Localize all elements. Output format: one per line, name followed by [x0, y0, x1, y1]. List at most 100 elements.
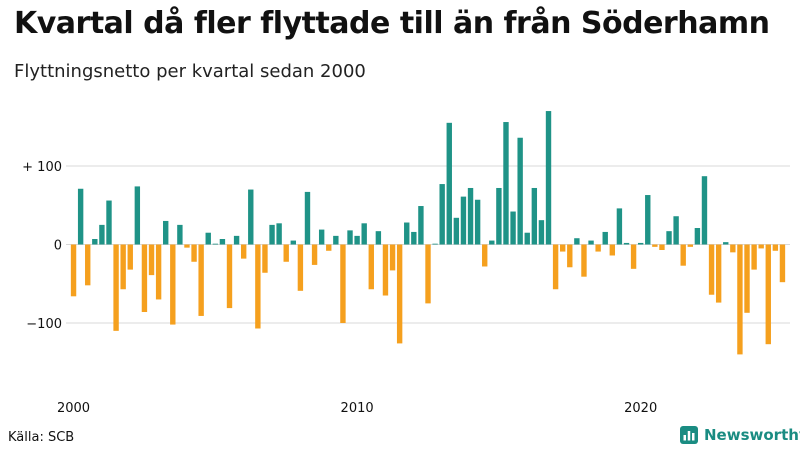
bar-2021Q3 [680, 244, 686, 266]
bar-2016Q2 [531, 187, 538, 245]
bar-2006Q1 [240, 244, 247, 259]
bar-2024Q1 [751, 244, 757, 270]
newsworthy-logo: Newsworthy [680, 426, 800, 444]
bar-2016Q3 [538, 220, 545, 245]
bar-2006Q2 [248, 189, 254, 245]
bar-2008Q3 [311, 244, 318, 265]
bar-2023Q1 [723, 242, 729, 245]
bar-2024Q3 [765, 244, 771, 345]
bar-2019Q3 [623, 242, 630, 245]
bar-2008Q1 [297, 244, 304, 291]
bar-2018Q4 [602, 231, 608, 245]
bar-2021Q2 [673, 216, 679, 245]
bar-2010Q2 [361, 223, 367, 245]
bar-2004Q1 [184, 244, 190, 248]
bar-2019Q2 [616, 208, 623, 245]
bar-2014Q3 [482, 244, 488, 267]
y-tick-label: 0 [54, 239, 62, 254]
bar-2003Q1 [155, 244, 162, 300]
source-note: Källa: SCB [8, 430, 75, 445]
bar-2023Q4 [744, 244, 750, 313]
bar-2005Q2 [219, 239, 226, 245]
y-axis-ticks: + 100 0 −100 [22, 160, 62, 332]
bar-chart-logo-icon [680, 426, 698, 444]
bar-2002Q2 [134, 186, 141, 245]
bar-2013Q2 [446, 122, 452, 245]
bar-2006Q4 [262, 244, 268, 273]
bar-2013Q3 [453, 217, 460, 245]
bar-2012Q2 [418, 206, 424, 245]
bar-2018Q2 [588, 240, 594, 245]
bar-2015Q4 [517, 137, 523, 245]
bar-2023Q3 [737, 244, 743, 355]
bar-2022Q2 [701, 176, 708, 245]
x-tick-label: 2010 [341, 401, 374, 416]
bar-2011Q2 [389, 244, 396, 271]
x-axis-ticks: 2000 2010 2020 [57, 401, 657, 416]
x-tick-label: 2020 [624, 401, 657, 416]
bar-2020Q2 [645, 195, 651, 245]
bar-2008Q2 [304, 191, 311, 245]
bar-2007Q2 [276, 223, 282, 245]
bar-2005Q1 [212, 243, 219, 245]
bar-2009Q3 [340, 244, 346, 323]
bar-2002Q4 [148, 244, 155, 276]
bar-2005Q3 [226, 244, 233, 309]
bar-2005Q4 [233, 235, 240, 245]
bar-2007Q4 [290, 240, 296, 245]
bar-2001Q2 [106, 200, 112, 245]
bar-2001Q1 [99, 224, 105, 245]
bar-2015Q3 [510, 211, 516, 245]
bar-2017Q1 [552, 244, 559, 290]
bar-2013Q1 [439, 184, 445, 245]
bar-2020Q3 [652, 244, 658, 247]
bar-2014Q4 [489, 240, 495, 245]
bar-2009Q4 [347, 230, 353, 245]
bar-2011Q4 [404, 222, 410, 245]
bar-2025Q1 [779, 244, 786, 283]
bar-2010Q4 [375, 231, 382, 245]
bar-2022Q4 [715, 244, 722, 303]
bar-2016Q4 [545, 111, 552, 245]
bar-2015Q1 [496, 187, 502, 245]
bar-2013Q4 [460, 196, 467, 245]
bar-2012Q4 [432, 243, 438, 245]
bar-2009Q1 [326, 244, 332, 251]
bar-2000Q1 [70, 244, 77, 297]
bar-2008Q4 [318, 229, 325, 245]
bar-2011Q3 [396, 244, 403, 344]
bar-2014Q2 [474, 199, 481, 245]
bar-2017Q2 [560, 244, 566, 252]
bar-2000Q2 [77, 188, 84, 245]
bar-2009Q2 [333, 235, 339, 245]
bar-2017Q4 [574, 238, 580, 245]
bar-2002Q3 [141, 244, 148, 313]
bar-2012Q3 [425, 244, 431, 304]
bar-2002Q1 [127, 244, 133, 270]
bar-2019Q4 [630, 244, 637, 269]
bar-2024Q4 [772, 244, 779, 251]
chart-subtitle: Flyttningsnetto per kvartal sedan 2000 [14, 61, 366, 82]
bar-2001Q4 [120, 244, 126, 290]
bar-2015Q2 [503, 122, 509, 245]
bar-2017Q3 [567, 244, 573, 268]
x-tick-label: 2000 [57, 401, 90, 416]
bar-2016Q1 [524, 232, 530, 245]
bar-2019Q1 [609, 244, 616, 256]
bar-2023Q2 [730, 244, 736, 253]
bar-2012Q1 [411, 231, 417, 245]
bar-2010Q3 [368, 244, 374, 290]
bar-2021Q4 [687, 244, 693, 247]
bar-2000Q4 [92, 239, 98, 245]
bar-chart: + 100 0 −100 2000 2010 2020 [22, 111, 790, 416]
bar-2003Q2 [163, 220, 169, 245]
bar-2021Q1 [666, 231, 672, 245]
bar-2001Q3 [113, 244, 119, 331]
bar-2004Q3 [198, 244, 204, 316]
bar-2000Q3 [85, 244, 91, 286]
bar-2022Q3 [708, 244, 715, 295]
y-tick-label: −100 [26, 317, 62, 332]
bar-2004Q2 [191, 244, 197, 262]
bars [70, 111, 786, 355]
bar-2018Q3 [595, 244, 601, 252]
